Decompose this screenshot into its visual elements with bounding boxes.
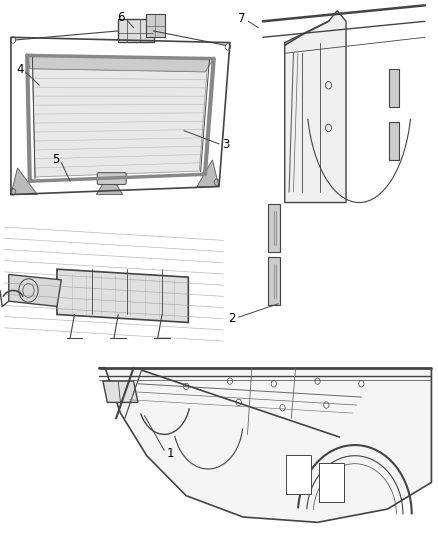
Polygon shape: [27, 55, 214, 72]
Polygon shape: [197, 160, 219, 187]
FancyBboxPatch shape: [319, 463, 344, 502]
FancyBboxPatch shape: [286, 455, 311, 494]
FancyBboxPatch shape: [146, 14, 165, 37]
Polygon shape: [99, 368, 431, 522]
Polygon shape: [9, 274, 61, 306]
FancyBboxPatch shape: [97, 173, 126, 184]
Polygon shape: [96, 173, 123, 195]
FancyBboxPatch shape: [118, 19, 154, 42]
Text: 2: 2: [228, 312, 236, 325]
Text: 6: 6: [117, 11, 125, 24]
Text: 1: 1: [167, 447, 175, 459]
Text: 4: 4: [16, 63, 24, 76]
FancyBboxPatch shape: [268, 204, 280, 252]
Polygon shape: [103, 381, 138, 402]
FancyBboxPatch shape: [268, 257, 280, 305]
Polygon shape: [32, 60, 208, 177]
Polygon shape: [285, 11, 346, 203]
Text: 7: 7: [238, 12, 246, 25]
Text: 3: 3: [222, 139, 229, 151]
FancyBboxPatch shape: [389, 122, 399, 160]
FancyBboxPatch shape: [389, 69, 399, 107]
Polygon shape: [11, 168, 37, 195]
Polygon shape: [57, 269, 188, 322]
Text: 5: 5: [53, 154, 60, 166]
